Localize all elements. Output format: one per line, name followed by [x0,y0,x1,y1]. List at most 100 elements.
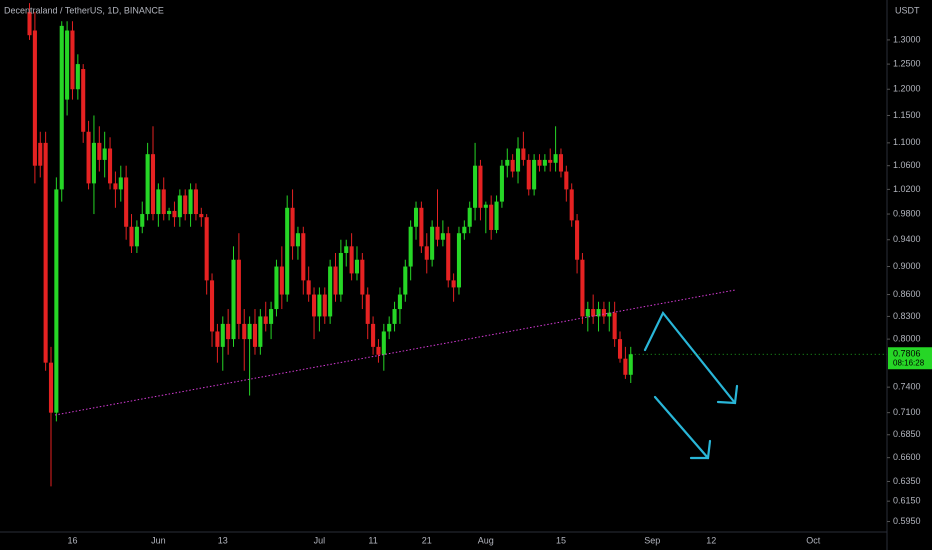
chart-title: Decentraland / TetherUS, 1D, BINANCE [4,5,164,15]
candle-body [542,159,547,166]
candle-body [451,280,456,288]
candle-body [220,323,225,347]
candle-body [32,30,37,166]
candle-body [617,339,623,359]
candle-body [413,207,419,227]
y-tick-label: 0.6850 [893,429,921,439]
candle-body [478,165,483,208]
candle-body [269,309,274,324]
candle-body [279,266,284,295]
last-price-label: 0.7806 [893,349,921,359]
candle-body [167,210,172,215]
candle-body [419,207,424,247]
y-tick-label: 1.0200 [893,184,921,194]
y-tick-label: 0.7100 [893,407,921,417]
candle-body [387,323,392,332]
candle-body [75,64,80,90]
candle-body [489,204,494,230]
candle-body [462,226,467,234]
candle-body [333,266,338,295]
arrow-head [716,384,739,405]
candle-body [285,207,290,295]
candle-body [612,312,617,340]
y-tick-label: 1.1000 [893,137,921,147]
candle-body [505,159,510,166]
y-tick-label: 0.6600 [893,452,921,462]
arrow [653,395,710,460]
last-price-box [888,347,932,370]
x-tick-label: 13 [218,535,228,545]
candle-body [408,226,413,267]
candle-body [628,354,633,375]
candle-body [392,309,397,324]
candle-body [532,159,537,190]
candle-body [193,189,198,215]
candle-body [354,259,360,274]
candle-body [510,159,515,172]
candle-body [473,165,478,208]
candle-body [435,226,440,240]
candle-body [317,294,322,317]
y-tick-label: 0.9000 [893,261,921,271]
candle-body [344,246,349,253]
candle-body [494,201,499,230]
candle-body [177,195,182,218]
y-tick-label: 1.1500 [893,110,921,120]
candle-body [548,159,553,163]
candle-body [172,210,177,218]
candle-body [376,346,381,355]
candle-body [591,309,596,317]
y-tick-label: 0.8600 [893,289,921,299]
candle-body [215,331,220,347]
x-tick-label: 12 [706,535,716,545]
plot-area [27,3,633,487]
candle-body [430,226,435,260]
candle-body [91,142,96,184]
y-tick-label: 0.8000 [893,333,921,343]
candle-body [483,204,488,208]
candle-body [118,177,123,190]
x-tick-label: Aug [478,535,494,545]
candle-body [156,189,161,215]
candle-body [607,312,612,317]
x-tick-label: 21 [422,535,432,545]
currency-label: USDT [895,5,920,15]
candle-body [59,25,64,190]
candle-body [596,309,601,317]
candle-body [306,280,311,295]
y-tick-label: 0.6350 [893,476,921,486]
candle-body [328,266,333,317]
candle-body [48,362,54,413]
candle-body [601,309,606,317]
candle-body [564,171,569,190]
y-tick-label: 1.0600 [893,160,921,170]
candle-body [161,189,166,215]
candle-body [440,233,445,240]
x-tick-label: Jul [314,535,326,545]
candle-body [226,323,231,340]
candle-body [97,142,102,160]
candle-body [54,189,59,413]
candle-body [526,159,531,190]
candle-body [397,294,402,310]
candle-body [86,131,91,184]
candle-body [199,214,204,218]
candle-body [467,207,472,227]
candle-body [242,323,247,340]
candle-body [295,233,300,247]
candle-body [252,323,258,347]
candle-body [210,280,215,332]
x-tick-label: Oct [806,535,821,545]
candle-body [311,294,317,317]
candle-body [145,154,150,215]
candle-body [65,30,70,100]
arrow-head [689,439,712,460]
y-tick-label: 0.5950 [893,516,921,526]
y-tick-label: 0.9400 [893,234,921,244]
candle-body [150,154,156,215]
y-tick-label: 1.2000 [893,84,921,94]
candle-body [338,252,343,295]
